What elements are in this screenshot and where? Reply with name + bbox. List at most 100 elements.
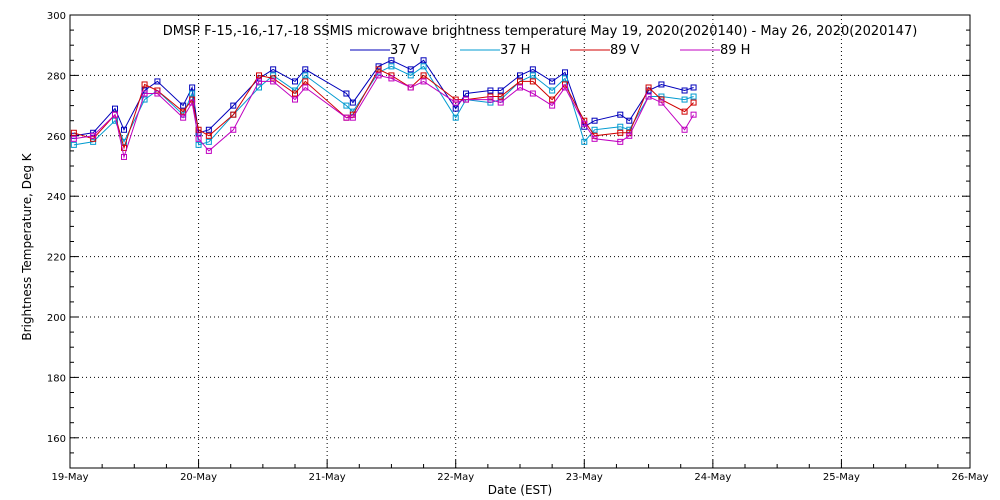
plot-frame	[69, 14, 971, 469]
data-point-37-v	[487, 87, 494, 94]
data-point-89-h	[658, 99, 665, 106]
data-point-37-h	[549, 87, 556, 94]
data-point-37-v	[591, 117, 598, 124]
data-point-37-h	[681, 96, 688, 103]
data-point-37-h	[121, 138, 127, 145]
data-point-89-h	[645, 93, 652, 100]
data-point-37-h	[112, 117, 118, 124]
x-tick-label: 19-May	[51, 472, 88, 483]
data-point-89-h	[617, 138, 624, 145]
data-point-37-h	[343, 102, 350, 109]
data-point-89-h	[420, 78, 427, 85]
data-point-89-h	[581, 120, 588, 127]
data-point-89-h	[487, 96, 494, 103]
series-line-37-h	[73, 65, 694, 146]
data-point-89-h	[292, 96, 298, 103]
x-tick-label: 23-May	[566, 472, 603, 483]
data-point-89-h	[112, 111, 118, 118]
data-point-37-v	[463, 90, 469, 97]
x-tick-label: 24-May	[694, 472, 731, 483]
y-tick-label: 200	[47, 313, 66, 324]
data-point-37-v	[681, 87, 688, 94]
data-point-89-v	[549, 96, 556, 103]
data-point-89-v	[180, 108, 187, 115]
data-point-89-h	[591, 135, 598, 142]
data-point-37-v	[517, 72, 523, 79]
legend: 37 V 37 H 89 V 89 H	[350, 43, 750, 58]
data-point-89-h	[70, 135, 77, 142]
data-point-89-v	[375, 66, 382, 73]
data-point-37-v	[302, 66, 309, 73]
data-point-37-v	[658, 81, 665, 88]
data-point-37-v	[420, 57, 427, 64]
data-point-89-h	[270, 78, 277, 85]
data-point-89-h	[256, 78, 262, 85]
data-point-37-h	[591, 126, 598, 133]
data-point-89-h	[154, 90, 161, 97]
data-point-37-h	[195, 141, 202, 148]
series-89-v	[70, 66, 697, 151]
x-tick-label: 20-May	[180, 472, 217, 483]
data-point-37-v	[388, 57, 395, 64]
data-point-37-v	[690, 84, 697, 91]
data-point-37-v	[497, 87, 504, 94]
data-point-37-v	[617, 111, 624, 118]
data-point-37-h	[407, 72, 414, 79]
data-point-37-v	[205, 126, 212, 133]
data-point-37-v	[407, 66, 414, 73]
data-point-89-v	[70, 129, 77, 136]
data-point-89-v	[517, 78, 523, 85]
data-point-89-h	[180, 114, 187, 121]
data-point-89-h	[463, 96, 469, 103]
data-point-89-v	[292, 90, 298, 97]
data-point-37-v	[180, 102, 187, 109]
data-point-37-h	[189, 90, 196, 97]
data-point-89-h	[562, 84, 568, 91]
y-tick-label: 240	[47, 192, 66, 203]
data-point-89-h	[375, 72, 382, 79]
data-point-37-v	[343, 90, 350, 97]
series-line-89-h	[73, 74, 695, 159]
data-point-89-v	[205, 132, 212, 139]
data-point-37-v	[292, 78, 298, 85]
data-point-89-v	[681, 108, 688, 115]
data-point-89-v	[487, 93, 494, 100]
data-point-89-v	[141, 81, 148, 88]
x-tick-label: 25-May	[823, 472, 860, 483]
data-point-89-v	[497, 93, 504, 100]
data-point-37-h	[302, 72, 309, 79]
y-tick-label: 220	[47, 253, 66, 264]
data-point-89-v	[302, 78, 309, 85]
data-point-37-h	[452, 114, 459, 121]
grid-lines	[70, 15, 970, 468]
data-point-37-h	[562, 75, 568, 82]
y-tick-label: 300	[47, 11, 66, 22]
data-point-37-h	[256, 84, 262, 91]
data-point-37-v	[270, 66, 277, 73]
data-series	[70, 57, 697, 160]
data-point-37-v	[452, 105, 459, 112]
data-point-37-h	[205, 138, 212, 145]
x-tick-label: 22-May	[437, 472, 474, 483]
data-point-89-h	[407, 84, 414, 91]
legend-label-37-v: 37 V	[390, 43, 420, 58]
y-axis-title: Brightness Temperature, Deg K	[20, 152, 34, 340]
data-point-89-v	[529, 78, 536, 85]
data-point-37-v	[549, 78, 556, 85]
data-point-89-h	[549, 102, 556, 109]
data-point-89-v	[195, 126, 202, 133]
data-point-37-h	[690, 93, 697, 100]
data-point-37-h	[617, 123, 624, 130]
data-point-89-h	[517, 84, 523, 91]
y-tick-label: 280	[47, 71, 66, 82]
data-point-89-v	[645, 84, 652, 91]
series-37-v	[70, 57, 697, 139]
data-point-37-h	[141, 96, 148, 103]
series-89-h	[70, 72, 697, 160]
data-point-89-h	[195, 135, 202, 142]
axis-ticks: 19-May 20-May 21-May 22-May 23-May 24-May 25-M…	[47, 11, 989, 483]
data-point-89-h	[230, 126, 237, 133]
x-axis-title: Date (EST)	[488, 483, 552, 497]
data-point-89-v	[230, 111, 237, 118]
data-point-37-v	[626, 117, 633, 124]
